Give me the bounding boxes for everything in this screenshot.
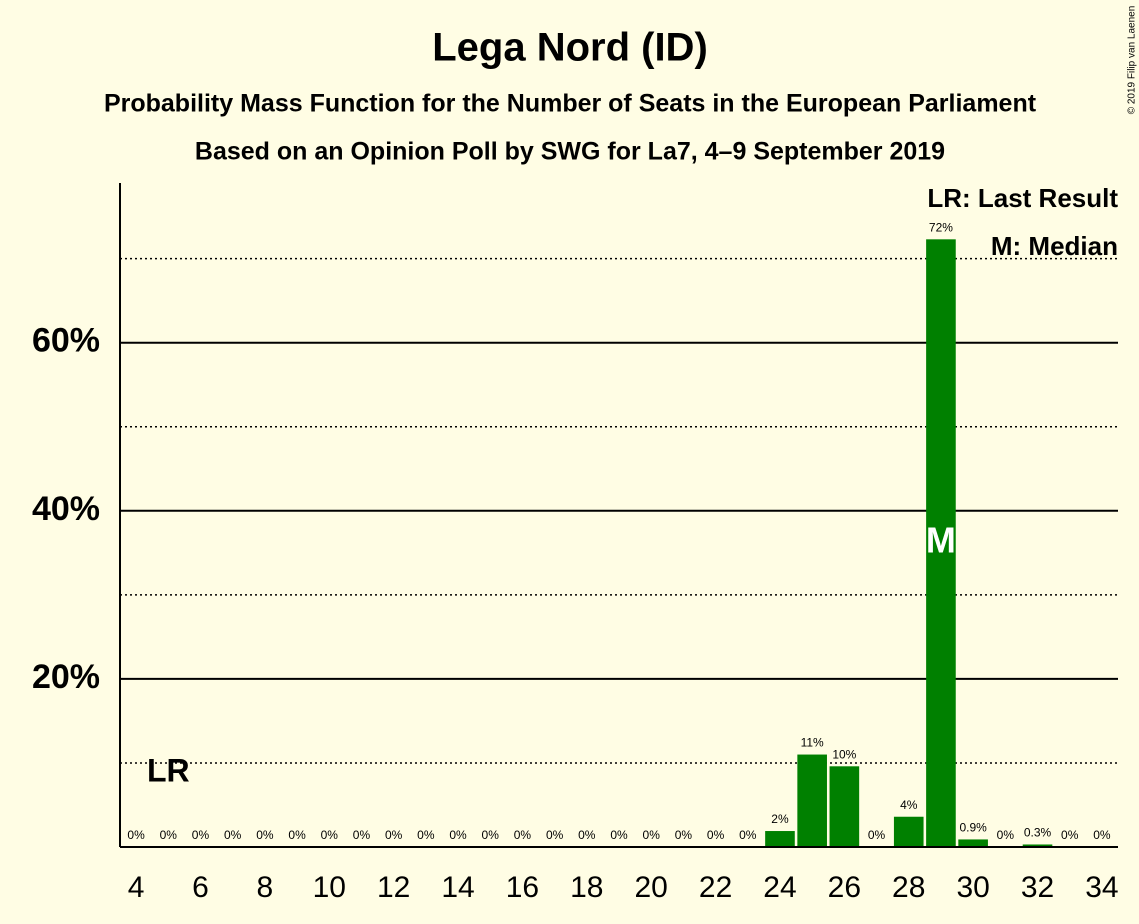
value-label: 0% — [192, 828, 210, 842]
value-label: 0% — [1061, 828, 1079, 842]
value-label: 0% — [997, 828, 1015, 842]
chart-subtitle: Based on an Opinion Poll by SWG for La7,… — [195, 138, 945, 166]
bar — [765, 831, 795, 847]
chart-title: Lega Nord (ID) — [432, 26, 708, 70]
value-label: 0% — [256, 828, 274, 842]
value-label: 0% — [578, 828, 596, 842]
value-label: 10% — [832, 747, 856, 761]
value-label: 0% — [707, 828, 725, 842]
bar — [1022, 844, 1053, 847]
value-label: 0% — [546, 828, 564, 842]
value-label: 0% — [868, 828, 886, 842]
value-label: 0% — [610, 828, 628, 842]
value-label: 0% — [321, 828, 339, 842]
x-tick-label: 28 — [892, 871, 925, 904]
value-label: 0.9% — [959, 821, 987, 835]
x-tick-label: 34 — [1085, 871, 1118, 904]
value-label: 0% — [127, 828, 145, 842]
x-tick-label: 16 — [506, 871, 539, 904]
y-tick-label: 40% — [32, 490, 100, 528]
value-label: 0% — [417, 828, 435, 842]
legend-entry: LR: Last Result — [927, 183, 1118, 213]
value-label: 72% — [929, 220, 953, 234]
x-tick-label: 26 — [828, 871, 861, 904]
value-label: 0% — [353, 828, 371, 842]
chart-subtitle: Probability Mass Function for the Number… — [104, 90, 1037, 118]
bar — [958, 839, 988, 847]
x-tick-label: 10 — [313, 871, 346, 904]
x-tick-label: 6 — [192, 871, 209, 904]
value-label: 0% — [288, 828, 306, 842]
last-result-marker: LR — [147, 752, 190, 788]
value-label: 0.3% — [1024, 826, 1052, 840]
value-label: 0% — [160, 828, 178, 842]
value-label: 0% — [449, 828, 467, 842]
value-label: 0% — [1093, 828, 1111, 842]
bar — [893, 816, 924, 847]
median-marker: M — [926, 520, 956, 561]
value-label: 0% — [739, 828, 757, 842]
x-tick-label: 22 — [699, 871, 732, 904]
x-tick-label: 32 — [1021, 871, 1054, 904]
value-label: 0% — [643, 828, 661, 842]
value-label: 0% — [385, 828, 403, 842]
bar — [829, 766, 860, 847]
bar — [797, 754, 827, 847]
y-tick-label: 20% — [32, 658, 100, 696]
value-label: 0% — [675, 828, 693, 842]
value-label: 11% — [801, 736, 824, 750]
x-tick-label: 8 — [257, 871, 274, 904]
value-label: 0% — [482, 828, 500, 842]
value-label: 2% — [771, 812, 789, 826]
value-label: 0% — [224, 828, 242, 842]
x-tick-label: 20 — [635, 871, 668, 904]
x-tick-label: 4 — [128, 871, 145, 904]
y-tick-label: 60% — [32, 322, 100, 360]
copyright: © 2019 Filip van Laenen — [1127, 6, 1138, 115]
x-tick-label: 18 — [570, 871, 603, 904]
x-tick-label: 30 — [956, 871, 989, 904]
bar — [926, 239, 956, 848]
value-label: 0% — [514, 828, 532, 842]
x-tick-label: 14 — [441, 871, 474, 904]
x-tick-label: 12 — [377, 871, 410, 904]
x-tick-label: 24 — [763, 871, 796, 904]
value-label: 4% — [900, 798, 918, 812]
legend-entry: M: Median — [991, 231, 1118, 261]
